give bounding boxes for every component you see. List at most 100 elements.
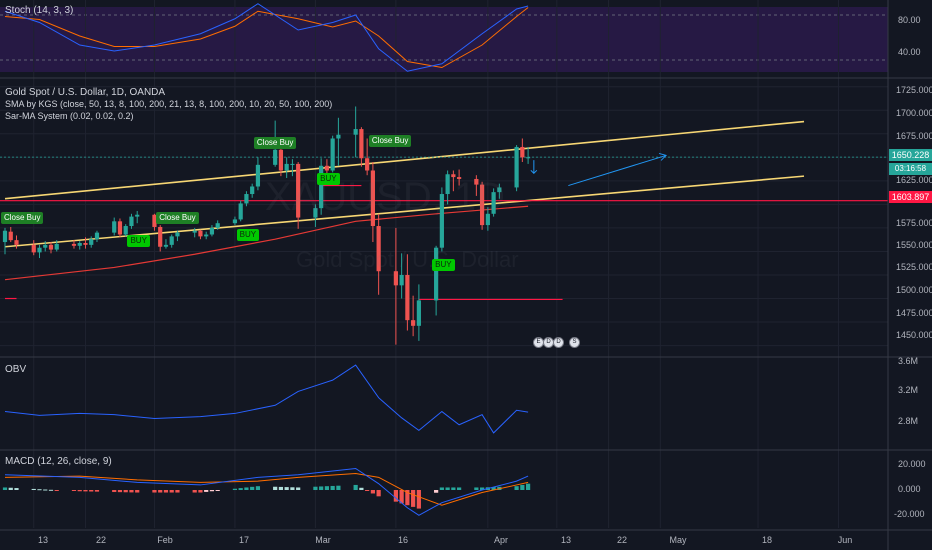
macd-histogram-bar [232,488,238,490]
symbol-title[interactable]: Gold Spot / U.S. Dollar, 1D, OANDA [5,87,166,98]
candle-body [451,174,456,178]
stoch-d-line [4,7,529,69]
macd-histogram-bar [514,486,519,490]
macd-tick: 0.000 [898,484,921,494]
macd-histogram-bar [94,490,100,492]
candle-body [457,177,462,179]
sma-line [4,205,529,281]
projection-arrow [568,154,667,187]
macd-histogram-bar [2,487,8,490]
candle-body [485,213,490,226]
macd-histogram-bar [399,490,404,504]
macd-histogram-bar [353,484,358,490]
candle-body [8,231,13,241]
buy-label: BUY [317,173,340,186]
candle-body [353,129,358,135]
candle-body [399,274,404,286]
macd-histogram-bar [520,484,525,490]
price-tick: 1725.000 [896,85,932,95]
candle-body [296,163,301,218]
macd-histogram-bar [525,483,531,490]
buy-label: BUY [432,258,455,271]
macd-histogram-bar [370,490,375,494]
macd-histogram-bar [129,490,134,493]
macd-histogram-bar [439,487,444,490]
macd-histogram-bar [204,490,209,492]
candle-body [31,244,36,253]
macd-histogram-bar [238,488,243,490]
price-tick: 1525.000 [896,262,932,272]
x-tick: Feb [157,535,173,545]
macd-histogram-bar [8,487,13,490]
candle-body [255,164,261,187]
split-badge-icon[interactable]: S [569,337,580,348]
stoch-pane [4,3,529,72]
down-arrow-head [530,169,538,175]
macd-histogram-bar [89,490,94,492]
candle-body [89,239,94,245]
macd-histogram-bar [457,487,462,490]
candle-body [123,226,128,235]
buy-label: BUY [127,235,150,248]
obv-line [4,364,529,434]
stoch-tick-40: 40.00 [898,47,921,57]
stoch-legend[interactable]: Stoch (14, 3, 3) [5,5,74,16]
candle-body [370,170,375,227]
macd-tick: 20.000 [898,459,926,469]
macd-histogram-bar [313,486,318,490]
x-tick: Jun [837,535,853,545]
macd-histogram-bar [175,490,180,493]
level-tag: 1603.897 [889,191,932,203]
macd-histogram-bar [359,487,364,490]
close-buy-label: Close Buy [253,137,297,150]
channel-lower-line [4,175,805,248]
x-tick: Mar [315,535,331,545]
candle-body [163,244,169,247]
price-tick: 1500.000 [896,285,932,295]
macd-histogram-bar [491,487,496,490]
macd-histogram-bar [480,487,485,490]
macd-histogram-bar [198,490,203,493]
candle-body [491,192,496,214]
candle-body [192,230,197,233]
obv-tick: 2.8M [898,416,919,426]
sar-legend[interactable]: Sar-MA System (0.02, 0.02, 0.2) [5,111,134,121]
pane-backgrounds [0,7,888,72]
price-tick: 1550.000 [896,240,932,250]
price-tick: 1700.000 [896,108,932,118]
candle-body [77,242,82,246]
candle-body [152,214,157,227]
macd-legend[interactable]: MACD (12, 26, close, 9) [5,456,112,467]
x-tick: 13 [37,535,49,545]
candle-body [43,244,48,248]
macd-histogram-bar [163,490,169,493]
candle-body [313,208,318,218]
macd-histogram-bar [48,489,54,491]
macd-signal-line [4,473,529,506]
macd-histogram-bar [37,489,42,491]
macd-histogram-bar [451,487,456,490]
obv-legend[interactable]: OBV [5,364,27,375]
close-buy-label: Close Buy [1,211,44,224]
candle-body [215,223,220,228]
close-buy-label: Close Buy [368,135,412,148]
price-pane[interactable] [0,106,888,345]
candle-body [48,244,54,250]
dividend-badge-icon[interactable]: D [553,337,564,348]
macd-histogram-bar [215,490,220,491]
candle-body [209,227,215,235]
x-tick: 18 [761,535,773,545]
macd-histogram-bar [14,488,19,490]
macd-histogram-bar [273,486,278,490]
macd-histogram-bar [71,490,77,491]
x-tick: 22 [616,535,628,545]
candle-body [290,163,295,165]
sma-legend[interactable]: SMA by KGS (close, 50, 13, 8, 100, 200, … [5,99,333,109]
candle-body [273,149,278,165]
macd-histogram-bar [112,490,117,493]
macd-line [4,467,529,516]
candle-body [238,203,243,220]
candle-body [232,219,238,224]
